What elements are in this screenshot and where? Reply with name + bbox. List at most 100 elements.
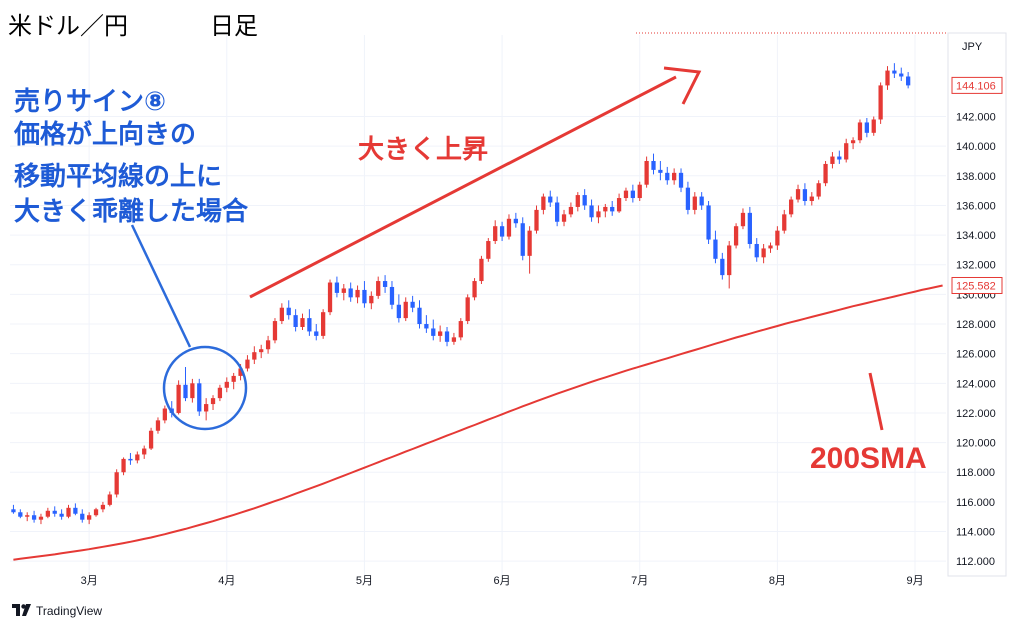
candle — [376, 276, 381, 299]
candle-body — [782, 214, 787, 231]
candle-body — [334, 282, 340, 293]
candle — [417, 300, 422, 329]
candle — [499, 221, 505, 242]
candle-body — [720, 258, 725, 276]
candle-body — [486, 241, 491, 259]
candle — [782, 209, 787, 234]
candle — [224, 377, 229, 393]
candle-body — [754, 243, 759, 258]
candle-body — [355, 289, 360, 298]
candle-body — [444, 331, 450, 342]
candle-body — [80, 513, 85, 520]
candle-body — [107, 494, 112, 505]
candle — [596, 205, 601, 224]
candle — [355, 285, 360, 304]
candle — [341, 284, 346, 301]
last-price-tag — [951, 76, 1003, 94]
candle-body — [438, 331, 443, 336]
candle — [11, 504, 16, 514]
signal-text-line-4: 大きく乖離した場合 — [14, 196, 249, 227]
candle-body — [121, 458, 126, 473]
candle — [713, 230, 718, 264]
candle-body — [823, 163, 828, 184]
y-tick-label: 124.000 — [956, 378, 996, 390]
candle — [658, 160, 663, 181]
candle — [789, 196, 794, 218]
candle-body — [300, 318, 305, 327]
candle-body — [582, 195, 587, 206]
candle — [885, 66, 890, 90]
chart-title-timeframe: 日足 — [210, 12, 258, 40]
sma-price-tag — [951, 276, 1003, 294]
candle-body — [892, 70, 897, 74]
candle-body — [727, 245, 732, 276]
candle-body — [259, 349, 264, 353]
candle-body — [610, 206, 615, 212]
candle-body — [899, 73, 904, 77]
candle — [307, 309, 312, 336]
callout-line — [130, 224, 192, 348]
candle-body — [616, 198, 622, 212]
x-tick-label: 8月 — [769, 575, 786, 587]
candle — [878, 82, 883, 124]
candle — [424, 315, 429, 333]
candle-body — [795, 189, 801, 200]
candle — [279, 303, 284, 325]
candle — [555, 196, 560, 227]
candle-body — [658, 169, 663, 173]
candle — [245, 355, 250, 372]
candle-body — [568, 206, 574, 215]
candle-body — [176, 384, 181, 413]
candle — [747, 206, 752, 249]
candle-body — [644, 160, 649, 185]
candle — [73, 503, 78, 516]
candle — [493, 220, 498, 244]
candle — [107, 491, 112, 507]
candle-body — [59, 513, 64, 517]
candle — [761, 243, 766, 264]
candle-body — [87, 515, 92, 520]
candle — [190, 378, 195, 403]
rise-arrow-head — [663, 66, 702, 105]
candle — [362, 281, 367, 308]
candle — [93, 507, 99, 517]
candle-body — [403, 301, 408, 319]
candle-body — [18, 512, 23, 517]
y-tick-label: 128.000 — [956, 319, 996, 331]
candle-body — [314, 331, 319, 336]
candle — [816, 180, 821, 200]
candle — [479, 255, 484, 285]
candle-body — [513, 218, 518, 224]
candle-body — [245, 359, 250, 369]
candle — [259, 344, 264, 359]
candle-body — [844, 143, 849, 160]
candle-body — [575, 195, 580, 207]
candle — [59, 509, 64, 520]
y-tick-label: 120.000 — [956, 438, 996, 450]
x-axis: 3月 4月 5月 6月 7月 8月 9月 — [81, 575, 924, 587]
candle — [451, 332, 457, 345]
candle-body — [162, 408, 167, 421]
candle — [623, 187, 629, 202]
candle — [128, 452, 133, 465]
chart-title-pair: 米ドル／円 — [8, 12, 128, 40]
candle-body — [527, 230, 532, 256]
candle-body — [369, 295, 374, 304]
candle-body — [692, 196, 697, 210]
candle-body — [548, 196, 553, 203]
candle — [720, 252, 725, 280]
candle-body — [231, 375, 236, 382]
candle-body — [816, 183, 821, 197]
candle-body — [878, 85, 883, 120]
candle-body — [747, 212, 752, 244]
last-price-label: 144.106 — [956, 80, 996, 92]
candle-body — [651, 160, 656, 170]
price-axis[interactable] — [947, 32, 1007, 577]
candle — [465, 294, 470, 325]
candle-body — [672, 172, 677, 181]
candle — [45, 507, 50, 519]
candle — [348, 282, 353, 302]
candle — [458, 318, 463, 341]
sma-price-label: 125.582 — [956, 280, 996, 292]
